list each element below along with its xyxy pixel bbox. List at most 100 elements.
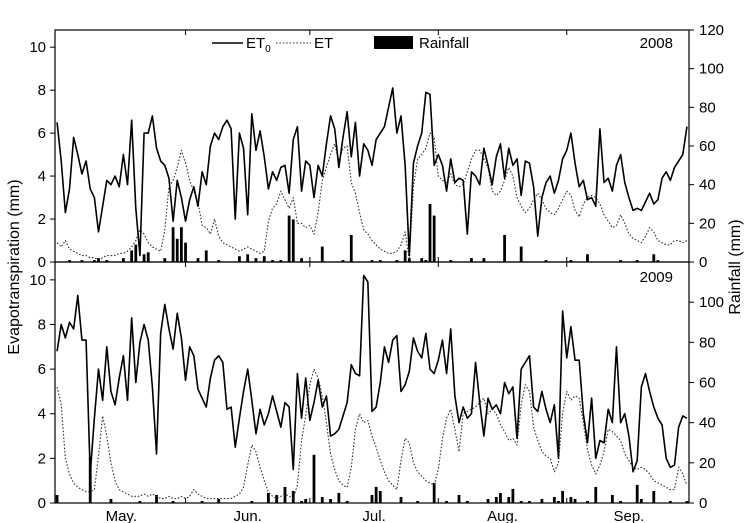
rainfall-bar-2008-16 (205, 250, 208, 262)
rainfall-bar-2008-37 (429, 204, 432, 262)
y2-tick-label: 40 (699, 177, 716, 194)
rainfall-bar-2008-27 (321, 247, 324, 262)
rainfall-bar-2008-41 (482, 258, 485, 262)
y2-tick-label: 0 (699, 254, 707, 271)
legend: ET0 ET Rainfall (212, 35, 469, 55)
rainfall-bar-2009-21 (375, 487, 378, 503)
rainfall-bar-2008-10 (163, 258, 166, 262)
rainfall-bar-2009-16 (321, 497, 324, 503)
rainfall-bar-2008-23 (279, 260, 282, 262)
rainfall-bars-2008 (68, 204, 659, 262)
y-tick-label: 2 (38, 211, 46, 228)
rainfall-bar-2008-48 (636, 260, 639, 262)
rainfall-bar-2009-23 (400, 497, 403, 503)
rainfall-bar-2008-42 (503, 235, 506, 262)
x-month-label: Jul. (362, 508, 385, 523)
rainfall-bar-2009-24 (416, 501, 419, 503)
rainfall-bar-2009-32 (507, 497, 510, 503)
y-tick-label: 8 (38, 316, 46, 333)
rainfall-bar-2009-44 (611, 495, 614, 503)
rainfall-bar-2008-26 (300, 258, 303, 262)
y-tick-label: 6 (38, 361, 46, 378)
bottom-panel-frame (55, 262, 689, 503)
rainfall-bar-2008-0 (68, 260, 71, 262)
rainfall-bar-2009-48 (652, 491, 655, 503)
rainfall-bar-2008-21 (263, 256, 266, 262)
rainfall-bar-2008-32 (395, 260, 398, 262)
rainfall-bar-2008-9 (147, 252, 150, 262)
y-tick-label: 6 (38, 125, 46, 142)
y-tick-label: 8 (38, 82, 46, 99)
rainfall-bar-2009-45 (619, 501, 622, 503)
rainfall-bar-2009-41 (574, 499, 577, 503)
rainfall-bar-2009-10 (275, 495, 278, 503)
rainfall-bar-2008-46 (586, 254, 589, 262)
y2-tick-label: 100 (699, 294, 724, 311)
et0-line-2009 (57, 275, 687, 474)
x-month-label: Sep. (613, 508, 644, 523)
y2-tick-label: 20 (699, 455, 716, 472)
y2-tick-label: 60 (699, 375, 716, 392)
rainfall-bar-2008-18 (238, 256, 241, 262)
y-tick-label: 10 (29, 272, 46, 289)
rainfall-bar-2009-17 (329, 499, 332, 503)
rainfall-bar-2009-46 (636, 485, 639, 503)
rainfall-bar-2009-19 (346, 501, 349, 503)
et-lines-2009 (57, 275, 687, 498)
rainfall-bar-2008-49 (652, 254, 655, 262)
rainfall-bar-2008-24 (288, 216, 291, 262)
y2-tick-label: 60 (699, 138, 716, 155)
rainfall-bar-2009-0 (56, 495, 59, 503)
et-line-2008 (57, 133, 687, 260)
rainfall-bar-2009-18 (337, 493, 340, 503)
rainfall-bar-2008-20 (255, 258, 258, 262)
rainfall-bar-2008-40 (470, 258, 473, 262)
y2-tick-label: 100 (699, 61, 724, 78)
rainfall-bar-2008-47 (619, 260, 622, 262)
y-tick-label: 2 (38, 450, 46, 467)
legend-rainfall-label: Rainfall (419, 35, 469, 52)
rainfall-bar-2009-2 (110, 499, 113, 503)
rainfall-bar-2009-42 (586, 501, 589, 503)
rainfall-bar-2009-14 (304, 499, 307, 503)
rainfall-bar-2009-20 (371, 495, 374, 503)
rainfall-bar-2009-9 (267, 493, 270, 503)
rainfall-bar-2008-13 (180, 227, 183, 262)
year-label-2008: 2008 (640, 35, 673, 52)
y2-tick-label: 80 (699, 334, 716, 351)
y2-tick-label: 120 (699, 22, 724, 39)
rainfall-bar-2008-2 (93, 260, 96, 262)
rainfall-bar-2009-26 (445, 501, 448, 503)
rainfall-bar-2009-3 (139, 501, 142, 503)
year-label-2009: 2009 (640, 269, 673, 286)
y-axis-title: Evapotranspiration (mm) (6, 179, 23, 354)
rainfall-bar-2009-6 (201, 501, 204, 503)
rainfall-bar-2008-5 (122, 258, 125, 262)
legend-et-label: ET (314, 35, 333, 52)
rainfall-bar-2008-15 (197, 258, 200, 262)
rainfall-bar-2009-7 (217, 499, 220, 503)
rainfall-bar-2009-12 (292, 491, 295, 503)
rainfall-bar-2009-5 (172, 501, 175, 503)
rainfall-bar-2009-38 (557, 501, 560, 503)
rainfall-bar-2008-39 (449, 260, 452, 262)
rainfall-bar-2009-27 (458, 495, 461, 503)
rainfall-bar-2008-43 (520, 247, 523, 262)
rainfall-bar-2009-49 (669, 501, 672, 503)
et0-line-2008 (57, 88, 687, 256)
axis-ticks: 0246810020406080100120024681002040608010… (29, 22, 724, 523)
rainfall-bar-2008-29 (350, 235, 353, 262)
rainfall-bar-2008-22 (271, 260, 274, 262)
rainfall-bar-2009-13 (300, 501, 303, 503)
x-month-label: May. (106, 508, 137, 523)
y-tick-label: 0 (38, 495, 46, 512)
rainfall-bar-2008-6 (130, 250, 133, 262)
rainfall-bar-2008-12 (176, 239, 179, 262)
rainfall-bar-2009-28 (466, 501, 469, 503)
legend-rainfall-swatch (374, 36, 413, 49)
y-tick-label: 4 (38, 406, 46, 423)
rainfall-bar-2009-43 (594, 487, 597, 503)
rainfall-bar-2009-8 (250, 501, 253, 503)
y2-tick-label: 20 (699, 215, 716, 232)
y2-tick-label: 0 (699, 495, 707, 512)
